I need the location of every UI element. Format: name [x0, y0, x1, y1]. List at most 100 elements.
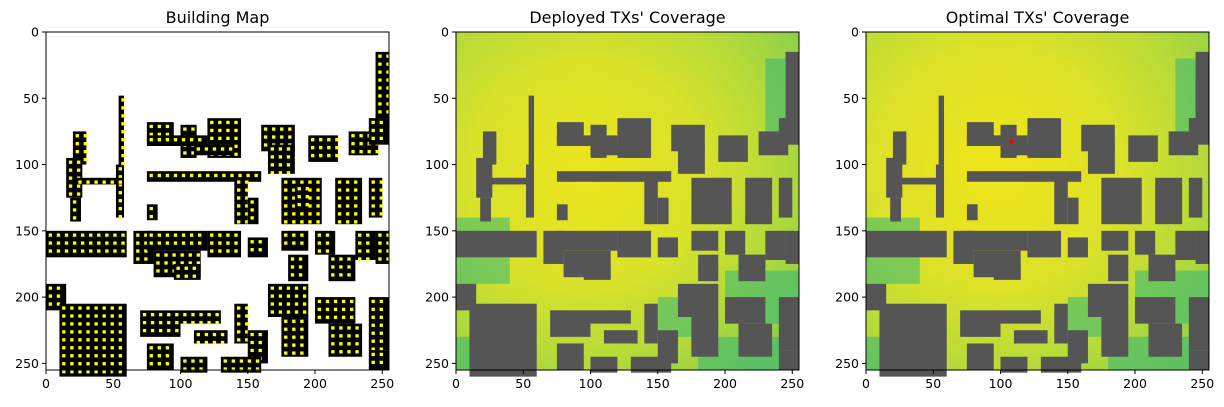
candidate-tx-point: [64, 249, 69, 253]
candidate-tx-point: [199, 359, 203, 363]
tx-marker: [1009, 140, 1014, 145]
candidate-tx-point: [339, 342, 343, 346]
candidate-tx-point: [110, 338, 114, 342]
candidate-tx-point: [189, 233, 194, 237]
candidate-tx-point: [316, 196, 320, 200]
panel-title: Deployed TXs' Coverage: [529, 8, 725, 27]
candidate-tx-point: [94, 346, 98, 350]
candidate-tx-point: [284, 188, 288, 192]
candidate-tx-point: [230, 173, 234, 178]
candidate-tx-point: [80, 249, 85, 253]
candidate-tx-point: [157, 173, 162, 178]
candidate-tx-point: [292, 188, 296, 192]
candidate-tx-point: [284, 220, 288, 224]
candidate-tx-point: [239, 359, 244, 363]
candidate-tx-point: [317, 233, 322, 237]
candidate-tx-point: [354, 180, 358, 184]
candidate-tx-point: [284, 335, 288, 339]
candidate-tx-point: [347, 334, 351, 338]
candidate-tx-point: [237, 330, 241, 334]
building: [966, 230, 1028, 251]
y-tick-label: 200: [835, 290, 859, 305]
candidate-tx-point: [270, 294, 274, 298]
candidate-tx-point: [288, 127, 292, 131]
candidate-tx-point: [76, 184, 81, 188]
candidate-tx-point: [355, 334, 359, 338]
candidate-tx-point: [258, 340, 262, 345]
building: [677, 144, 705, 174]
candidate-tx-point: [149, 138, 153, 142]
candidate-tx-point: [70, 306, 74, 310]
candidate-tx-point: [102, 330, 106, 334]
candidate-tx-point: [234, 241, 238, 245]
candidate-tx-point: [105, 233, 109, 237]
candidate-tx-point: [335, 145, 339, 150]
candidate-tx-point: [234, 128, 238, 133]
candidate-tx-point: [72, 216, 77, 220]
candidate-tx-point: [167, 320, 171, 325]
candidate-tx-point: [149, 241, 153, 245]
candidate-tx-point: [149, 124, 153, 129]
candidate-tx-point: [347, 350, 351, 354]
candidate-tx-point: [118, 306, 122, 310]
building: [355, 230, 376, 260]
candidate-tx-point: [371, 315, 375, 319]
candidate-tx-point: [378, 241, 382, 245]
candidate-tx-point: [355, 342, 359, 346]
candidate-tx-point: [354, 220, 358, 224]
candidate-tx-point: [371, 188, 375, 192]
candidate-tx-point: [386, 233, 390, 237]
plot-frame: [455, 31, 800, 371]
y-tick-label: 200: [425, 290, 449, 305]
building: [603, 144, 645, 156]
building: [866, 230, 947, 258]
candidate-tx-point: [300, 327, 304, 331]
building: [1155, 177, 1183, 225]
candidate-tx-point: [189, 173, 194, 178]
candidate-tx-point: [48, 286, 53, 290]
candidate-tx-point: [317, 249, 322, 253]
building: [935, 164, 945, 218]
y-tick-label: 150: [15, 223, 39, 238]
candidate-tx-point: [70, 362, 74, 366]
candidate-tx-point: [175, 313, 179, 317]
candidate-tx-point: [366, 233, 370, 237]
candidate-tx-point: [220, 332, 225, 337]
candidate-tx-point: [121, 233, 125, 237]
candidate-tx-point: [210, 120, 214, 125]
building: [247, 330, 268, 364]
candidate-tx-point: [358, 233, 362, 237]
candidate-tx-point: [136, 241, 140, 245]
building: [1000, 310, 1041, 324]
candidate-tx-point: [48, 302, 53, 306]
candidate-tx-point: [386, 70, 390, 74]
candidate-tx-point: [121, 241, 125, 245]
panel-title: Optimal TXs' Coverage: [946, 8, 1130, 27]
x-tick-label: 0: [452, 376, 460, 391]
candidate-tx-point: [102, 346, 106, 350]
building: [966, 343, 994, 370]
candidate-tx-point: [325, 241, 330, 245]
candidate-tx-point: [173, 241, 178, 245]
candidate-tx-point: [237, 212, 241, 216]
candidate-tx-point: [94, 370, 98, 374]
building: [590, 310, 631, 324]
candidate-tx-point: [300, 351, 304, 355]
candidate-tx-point: [378, 102, 382, 106]
x-tick-label: 100: [169, 376, 193, 391]
candidate-tx-point: [165, 132, 170, 137]
building: [1188, 297, 1209, 351]
candidate-tx-point: [378, 70, 382, 74]
candidate-tx-point: [245, 314, 249, 318]
building: [556, 171, 672, 182]
candidate-tx-point: [245, 188, 249, 192]
candidate-tx-point: [308, 220, 312, 224]
candidate-tx-point: [86, 314, 90, 318]
candidate-tx-point: [278, 310, 283, 314]
candidate-tx-point: [250, 208, 254, 212]
candidate-tx-point: [144, 233, 148, 237]
y-tick-label: 50: [23, 91, 39, 106]
candidate-tx-point: [220, 147, 225, 151]
candidate-tx-point: [215, 320, 219, 325]
